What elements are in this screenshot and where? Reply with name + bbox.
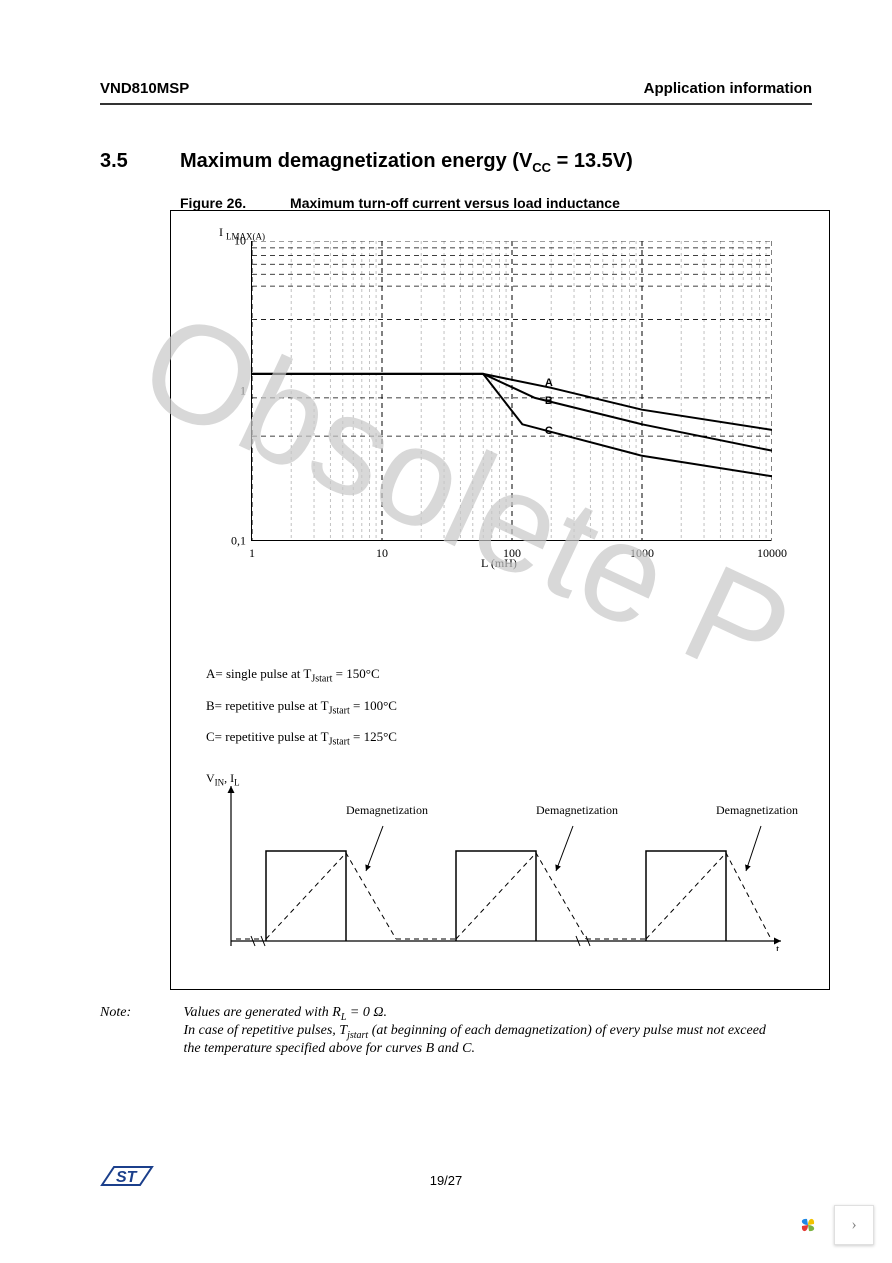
x-tick: 10 — [376, 546, 388, 561]
legend-row-c: C= repetitive pulse at TJstart = 125°C — [206, 724, 397, 756]
section-title-post: = 13.5V) — [551, 150, 633, 172]
figure-caption-text: Maximum turn-off current versus load ind… — [290, 195, 620, 211]
header-left: VND810MSP — [100, 80, 189, 97]
legend-a-eq: = 150°C — [332, 666, 379, 681]
legend-row-a: A= single pulse at TJstart = 150°C — [206, 661, 397, 693]
figure-caption: Figure 26. Maximum turn-off current vers… — [180, 195, 620, 211]
timing-x-label: t — [776, 942, 780, 951]
curve-label-a: A — [545, 377, 553, 389]
section-title-sub: CC — [532, 160, 551, 175]
y-tick: 1 — [216, 384, 246, 399]
chart-x-label: L (mH) — [481, 556, 517, 571]
x-tick: 10000 — [757, 546, 787, 561]
legend-c-pre: C= repetitive pulse at T — [206, 729, 329, 744]
note-l2-pre: In case of repetitive pulses, T — [184, 1023, 348, 1038]
section-title-pre: Maximum demagnetization energy (V — [180, 150, 532, 172]
chart-plot-area: 1101001000100000,1110ABC — [251, 241, 771, 541]
x-tick: 1 — [249, 546, 255, 561]
legend-b-sub: Jstart — [329, 705, 350, 716]
y-tick: 0,1 — [216, 534, 246, 549]
legend-b-pre: B= repetitive pulse at T — [206, 698, 329, 713]
header-right: Application information — [644, 80, 812, 97]
figure-box: I LMAX(A) 1101001000100000,1110ABC L (mH… — [170, 210, 830, 990]
legend-b-eq: = 100°C — [350, 698, 397, 713]
flower-icon — [788, 1205, 828, 1245]
legend-c-eq: = 125°C — [350, 729, 397, 744]
note-body: Values are generated with RL = 0 Ω. In c… — [184, 1005, 784, 1057]
note-l1-pre: Values are generated with R — [184, 1005, 341, 1020]
legend-c-sub: Jstart — [329, 737, 350, 748]
loglog-chart: I LMAX(A) 1101001000100000,1110ABC L (mH… — [251, 231, 771, 551]
x-tick: 1000 — [630, 546, 654, 561]
curve-label-c: C — [545, 425, 553, 437]
legend-row-b: B= repetitive pulse at TJstart = 100°C — [206, 693, 397, 725]
page-header: VND810MSP Application information — [100, 80, 812, 105]
timing-annot-2: Demagnetization — [536, 803, 618, 818]
timing-diagram: VIN, IL — [206, 771, 796, 951]
section-number: 3.5 — [100, 150, 128, 173]
note-block: Note: Values are generated with RL = 0 Ω… — [100, 1005, 812, 1057]
legend-a-pre: A= single pulse at T — [206, 666, 311, 681]
page-number: 19/27 — [0, 1173, 892, 1188]
note-l2-sub: jstart — [347, 1030, 368, 1041]
note-l1-post: = 0 Ω. — [346, 1005, 387, 1020]
next-page-button[interactable]: › — [834, 1205, 874, 1245]
chevron-right-icon: › — [851, 1216, 856, 1234]
page-nav: › — [788, 1205, 874, 1245]
timing-annot-3: Demagnetization — [716, 803, 798, 818]
chart-legend: A= single pulse at TJstart = 150°C B= re… — [206, 661, 397, 756]
note-label: Note: — [100, 1005, 180, 1021]
y-tick: 10 — [216, 234, 246, 249]
timing-annot-1: Demagnetization — [346, 803, 428, 818]
page: VND810MSP Application information 3.5 Ma… — [0, 0, 892, 1263]
section-title: Maximum demagnetization energy (VCC = 13… — [180, 150, 633, 175]
curve-label-b: B — [545, 395, 553, 407]
timing-svg: t — [206, 771, 796, 951]
figure-number: Figure 26. — [180, 195, 246, 211]
legend-a-sub: Jstart — [311, 674, 332, 685]
